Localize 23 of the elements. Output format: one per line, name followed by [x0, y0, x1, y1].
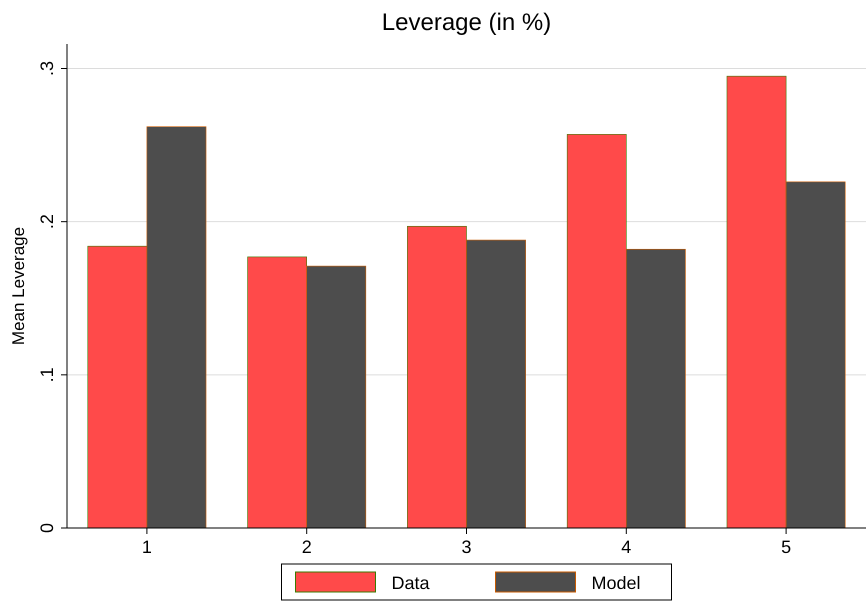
bar [407, 226, 467, 528]
bar [626, 248, 686, 528]
y-tick-label: .3 [37, 61, 57, 76]
bar [87, 246, 148, 528]
x-tick-label: 1 [142, 537, 152, 557]
bar [726, 76, 786, 528]
x-tick-label: 5 [781, 537, 792, 557]
legend-label: Data [392, 573, 431, 593]
bar [306, 266, 366, 528]
y-tick-label: .2 [37, 214, 57, 230]
chart-title: Leverage (in %) [382, 9, 552, 36]
x-tick-label: 4 [621, 537, 632, 557]
bar [247, 256, 307, 528]
x-tick-label: 3 [461, 537, 472, 557]
bar [146, 126, 206, 528]
legend-label: Model [592, 573, 641, 593]
bar [466, 240, 526, 528]
y-tick-label: 0 [37, 522, 57, 534]
y-axis-title: Mean Leverage [9, 226, 28, 346]
bar [566, 134, 627, 528]
y-tick-label: .1 [37, 367, 57, 382]
x-tick-label: 2 [302, 537, 312, 557]
bar [786, 182, 846, 528]
